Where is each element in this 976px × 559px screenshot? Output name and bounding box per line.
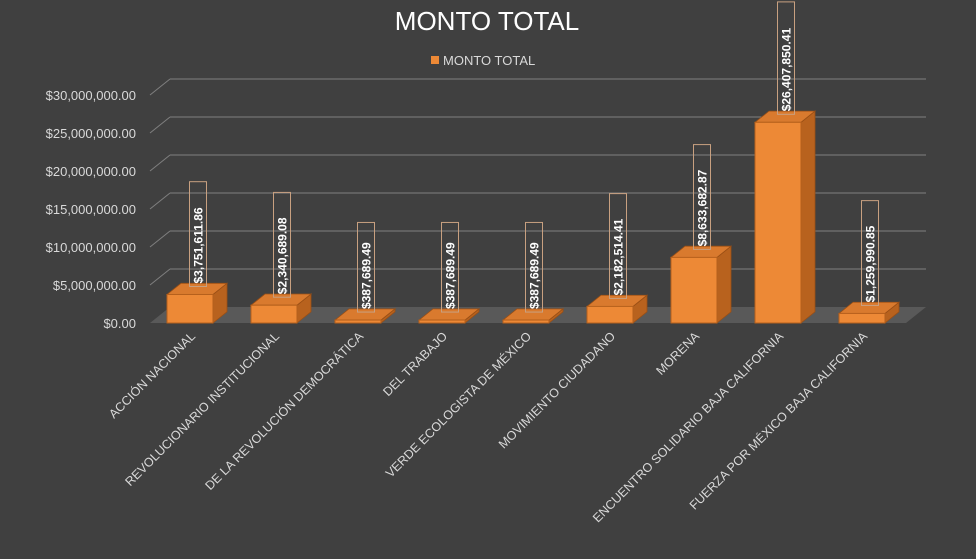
data-label: $8,633,682.87 <box>693 144 711 250</box>
x-category-label: DEL TRABAJO <box>380 329 450 399</box>
x-category-label: FUERZA POR MÉXICO BAJA CALIFORNIA <box>686 328 870 512</box>
x-category-label: MORENA <box>653 329 702 378</box>
data-label-text: $8,633,682.87 <box>696 169 710 246</box>
legend-label: MONTO TOTAL <box>443 53 535 68</box>
x-category-label: ACCIÓN NACIONAL <box>105 328 198 421</box>
gridline-depth <box>149 192 171 210</box>
data-label-text: $26,407,850.41 <box>780 28 794 112</box>
data-label-text: $387,689.49 <box>444 242 458 309</box>
bar-front <box>250 304 298 324</box>
data-label-text: $2,182,514.41 <box>612 218 626 295</box>
bar-front <box>334 319 382 324</box>
bar-front <box>838 312 886 324</box>
bars <box>165 110 901 324</box>
chart-title: MONTO TOTAL <box>395 6 579 36</box>
bar-front <box>166 293 214 324</box>
data-label: $387,689.49 <box>441 221 459 313</box>
gridline-depth <box>149 230 171 248</box>
data-label: $26,407,850.41 <box>777 1 795 115</box>
bar-front <box>754 121 802 324</box>
bar <box>333 308 397 324</box>
data-label-box <box>525 221 543 313</box>
legend-swatch <box>431 56 439 64</box>
data-label-box <box>273 191 291 298</box>
data-label: $3,751,611.86 <box>189 181 207 287</box>
gridline-depth <box>149 78 171 96</box>
bar-side <box>716 245 732 324</box>
y-tick-label: $25,000,000.00 <box>46 126 136 141</box>
bar <box>165 282 229 324</box>
bar <box>249 293 313 324</box>
y-tick-label: $0.00 <box>103 316 136 331</box>
x-category-label: REVOLUCIONARIO INSTITUCIONAL <box>122 329 282 489</box>
y-tick-label: $15,000,000.00 <box>46 202 136 217</box>
bar-front <box>418 319 466 324</box>
x-category-label: ENCUENTRO SOLIDARIO BAJA CALIFORNIA <box>590 329 787 526</box>
y-axis-ticks: $0.00 $5,000,000.00 $10,000,000.00 $15,000,… <box>46 88 136 331</box>
data-label-box <box>609 193 627 299</box>
data-label-box <box>777 1 795 115</box>
bar-side <box>800 110 816 324</box>
data-labels: $3,751,611.86 $2,340,689.08 $387,689.49 $38… <box>189 1 879 313</box>
bar-front <box>502 319 550 324</box>
x-category-label: VERDE ECOLOGISTA DE MÉXICO <box>382 328 534 480</box>
legend: MONTO TOTAL <box>431 53 535 68</box>
bar-front <box>670 256 718 324</box>
data-label-box <box>693 144 711 250</box>
data-label-text: $3,751,611.86 <box>192 207 206 283</box>
gridline-depth <box>149 268 171 286</box>
data-label-box <box>189 181 207 287</box>
y-tick-label: $5,000,000.00 <box>53 278 136 293</box>
data-label-text: $2,340,689.08 <box>276 217 290 294</box>
data-label: $387,689.49 <box>525 221 543 313</box>
bar <box>837 301 901 324</box>
data-label-box <box>861 200 879 306</box>
data-label: $2,182,514.41 <box>609 193 627 299</box>
bar <box>669 245 733 324</box>
data-label: $2,340,689.08 <box>273 191 291 298</box>
data-label: $387,689.49 <box>357 221 375 313</box>
data-label-box <box>441 221 459 313</box>
bar <box>585 294 649 324</box>
data-label: $1,259,990.85 <box>861 200 879 306</box>
bar <box>753 110 817 324</box>
data-label-box <box>357 221 375 313</box>
data-label-text: $387,689.49 <box>360 242 374 309</box>
y-tick-label: $20,000,000.00 <box>46 164 136 179</box>
bar <box>501 308 565 324</box>
data-label-text: $1,259,990.85 <box>864 225 878 302</box>
bar <box>417 308 481 324</box>
data-label-text: $387,689.49 <box>528 242 542 309</box>
bar-front <box>586 305 634 324</box>
y-tick-label: $30,000,000.00 <box>46 88 136 103</box>
y-tick-label: $10,000,000.00 <box>46 240 136 255</box>
x-category-label: DE LA REVOLUCIÓN DEMOCRÁTICA <box>202 328 367 493</box>
gridline-depth <box>149 154 171 172</box>
gridline-depth <box>149 116 171 134</box>
